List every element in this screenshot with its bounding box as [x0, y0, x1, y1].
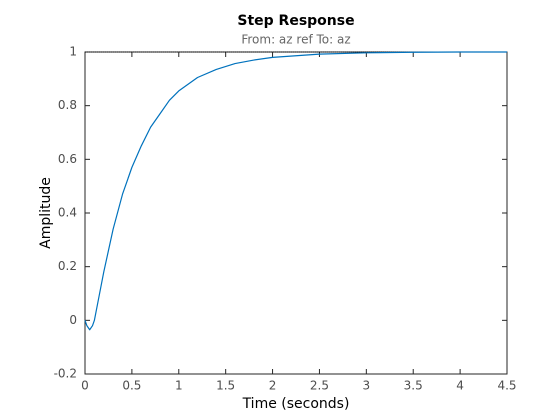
x-axis-label: Time (seconds)	[242, 396, 350, 412]
plot-area	[84, 51, 508, 375]
x-tick-label: 2	[269, 379, 277, 393]
x-tick-label: 2.5	[310, 379, 329, 393]
y-tick-label: 0.6	[58, 152, 77, 166]
x-tick-label: 3.5	[404, 379, 423, 393]
x-tick-label: 0.5	[122, 379, 141, 393]
x-tick-label: 3	[363, 379, 371, 393]
y-tick-label: 0.2	[58, 259, 77, 273]
chart-subtitle: From: az ref To: az	[241, 33, 350, 47]
y-axis-label: Amplitude	[38, 177, 54, 249]
y-tick-label: -0.2	[54, 367, 77, 381]
y-tick-label: 1	[69, 45, 77, 59]
y-tick-label: 0.8	[58, 98, 77, 112]
x-tick-label: 4	[456, 379, 464, 393]
x-tick-label: 4.5	[497, 379, 516, 393]
x-tick-label: 1.5	[216, 379, 235, 393]
y-tick-label: 0.4	[58, 206, 77, 220]
y-tick-label: 0	[69, 313, 77, 327]
chart-title: Step Response	[237, 13, 354, 29]
x-tick-label: 0	[81, 379, 89, 393]
response-line	[84, 51, 507, 331]
x-tick-label: 1	[175, 379, 183, 393]
